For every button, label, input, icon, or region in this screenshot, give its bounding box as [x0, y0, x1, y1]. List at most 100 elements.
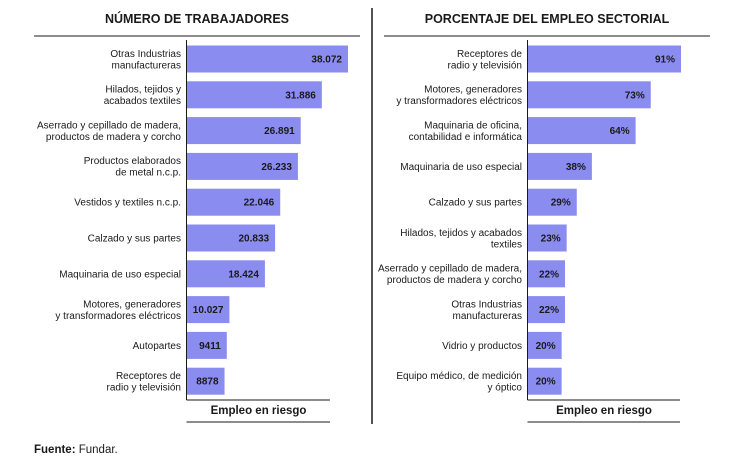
- bar: [187, 45, 348, 73]
- value-label: 22.046: [244, 198, 275, 209]
- bar: [187, 81, 322, 109]
- category-label: Maquinaria de uso especial: [400, 162, 522, 173]
- value-label: 23%: [541, 234, 561, 245]
- bar: [528, 296, 565, 324]
- category-label-line: productos de madera y corcho: [387, 275, 523, 286]
- value-label: 20%: [536, 341, 556, 352]
- category-label-line: manufactureras: [453, 311, 522, 322]
- category-label: Hilados, tejidos y acabados textiles: [400, 228, 522, 251]
- category-label-line: Motores, generadores: [424, 85, 522, 96]
- category-label-line: Vestidos y textiles n.c.p.: [74, 198, 181, 209]
- value-label: 38%: [566, 162, 586, 173]
- category-label-line: Maquinaria de oficina,: [424, 120, 522, 131]
- value-label: 20%: [536, 377, 556, 388]
- category-label-line: y transformadores eléctricos: [396, 96, 522, 107]
- value-label: 10.027: [193, 305, 224, 316]
- x-axis-label: Empleo en riesgo: [211, 405, 307, 417]
- panel-title: NÚMERO DE TRABAJADORES: [105, 11, 289, 26]
- category-label-line: Productos elaborados: [84, 156, 181, 167]
- value-label: 8878: [196, 377, 219, 388]
- category-label: Motores, generadores y transformadores el…: [396, 85, 522, 108]
- x-axis-label: Empleo en riesgo: [556, 405, 652, 417]
- category-label-line: Maquinaria de uso especial: [400, 162, 522, 173]
- category-label: Otras Industrias manufactureras: [451, 299, 522, 322]
- value-label: 29%: [551, 198, 571, 209]
- category-label: Aserrado y cepillado de madera, productos…: [37, 120, 181, 143]
- source-label: Fuente:: [34, 444, 76, 456]
- category-label-line: Motores, generadores: [83, 299, 181, 310]
- bar: [528, 188, 577, 216]
- category-label: Receptores de radio y televisión: [107, 371, 182, 394]
- category-label-line: textiles: [491, 239, 522, 250]
- category-label-line: manufactureras: [112, 60, 181, 71]
- category-label-line: de metal n.c.p.: [115, 168, 181, 179]
- category-label-line: y óptico: [488, 382, 523, 393]
- category-label-line: productos de madera y corcho: [46, 132, 182, 143]
- category-label: Hilados, tejidos y acabados textiles: [104, 85, 181, 108]
- category-label-line: Otras Industrias: [451, 299, 522, 310]
- category-label: Otras Industrias manufactureras: [110, 49, 181, 72]
- category-label-line: Hilados, tejidos y acabados: [400, 228, 522, 239]
- category-label-line: y transformadores eléctricos: [55, 311, 181, 322]
- value-label: 9411: [199, 341, 221, 352]
- category-label: Calzado y sus partes: [88, 234, 181, 245]
- value-label: 20.833: [239, 234, 270, 245]
- bar: [187, 367, 225, 395]
- value-label: 26.233: [261, 162, 292, 173]
- bar: [187, 296, 230, 324]
- bar: [187, 152, 298, 180]
- bar: [528, 367, 562, 395]
- source-text: Fundar.: [75, 444, 118, 456]
- category-label: Productos elaborados de metal n.c.p.: [84, 156, 181, 179]
- category-label: Calzado y sus partes: [429, 198, 522, 209]
- category-label: Autopartes: [133, 341, 181, 352]
- category-label-line: acabados textiles: [104, 96, 181, 107]
- category-label-line: Vidrio y productos: [442, 341, 522, 352]
- category-label-line: radio y televisión: [107, 382, 181, 393]
- bar: [528, 117, 636, 145]
- category-label: Vidrio y productos: [442, 341, 522, 352]
- bar: [528, 224, 567, 252]
- value-label: 91%: [655, 55, 675, 66]
- category-label-line: Receptores de: [457, 49, 522, 60]
- bar: [528, 45, 681, 73]
- category-label: Maquinaria de uso especial: [59, 269, 181, 280]
- category-label: Receptores de radio y televisión: [448, 49, 523, 72]
- panel-porcentaje-empleo: PORCENTAJE DEL EMPLEO SECTORIAL 91% Recept…: [378, 12, 710, 423]
- category-label-line: Maquinaria de uso especial: [59, 269, 181, 280]
- bar: [528, 81, 651, 109]
- category-label: Equipo médico, de medición y óptico: [396, 371, 522, 394]
- value-label: 22%: [539, 305, 559, 316]
- value-label: 18.424: [228, 269, 259, 280]
- category-label-line: contabilidad e informática: [409, 132, 523, 143]
- value-label: 64%: [610, 126, 630, 137]
- category-label-line: Equipo médico, de medición: [396, 371, 522, 382]
- value-label: 31.886: [285, 90, 316, 101]
- value-label: 73%: [625, 90, 645, 101]
- category-label: Aserrado y cepillado de madera, productos…: [378, 264, 522, 287]
- bar: [187, 224, 276, 252]
- category-label: Vestidos y textiles n.c.p.: [74, 198, 181, 209]
- panel-numero-trabajadores: NÚMERO DE TRABAJADORES 38.072 Otras Indust…: [34, 11, 360, 423]
- category-label-line: Calzado y sus partes: [88, 234, 181, 245]
- bar: [187, 117, 301, 145]
- category-label-line: Aserrado y cepillado de madera,: [378, 264, 522, 275]
- category-label-line: Autopartes: [133, 341, 181, 352]
- bar: [187, 260, 265, 288]
- panel-title: PORCENTAJE DEL EMPLEO SECTORIAL: [425, 12, 670, 26]
- category-label-line: Aserrado y cepillado de madera,: [37, 120, 181, 131]
- category-label: Maquinaria de oficina, contabilidad e inf…: [409, 120, 523, 143]
- category-label: Motores, generadores y transformadores el…: [55, 299, 181, 322]
- category-label-line: radio y televisión: [448, 60, 522, 71]
- category-label-line: Receptores de: [116, 371, 181, 382]
- source-note: Fuente: Fundar.: [34, 444, 118, 456]
- value-label: 26.891: [264, 126, 295, 137]
- bar: [187, 188, 281, 216]
- value-label: 38.072: [311, 55, 342, 66]
- value-label: 22%: [539, 269, 559, 280]
- bar: [187, 331, 227, 359]
- bar: [528, 331, 562, 359]
- category-label-line: Otras Industrias: [110, 49, 181, 60]
- category-label-line: Calzado y sus partes: [429, 198, 522, 209]
